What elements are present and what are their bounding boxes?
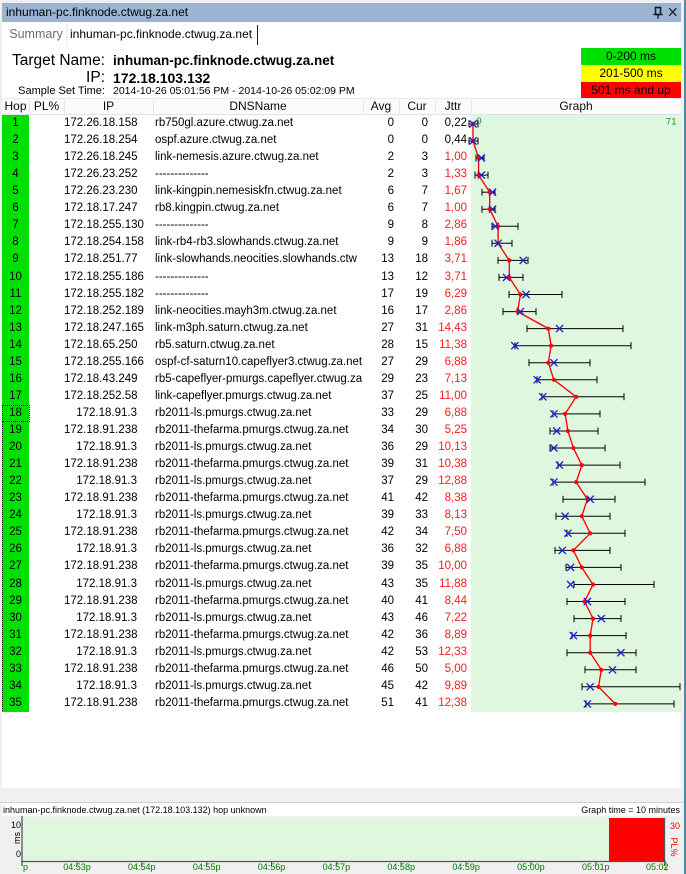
svg-text:10: 10 <box>11 820 21 830</box>
svg-text:04:56p: 04:56p <box>258 862 286 872</box>
svg-text:05:02: 05:02 <box>646 862 669 872</box>
svg-text:04:53p: 04:53p <box>63 862 91 872</box>
svg-text:04:54p: 04:54p <box>128 862 156 872</box>
svg-text:04:59p: 04:59p <box>452 862 480 872</box>
svg-text:05:01p: 05:01p <box>582 862 610 872</box>
svg-text:04:58p: 04:58p <box>387 862 415 872</box>
svg-text:ms: ms <box>12 832 22 844</box>
svg-text:p: p <box>23 862 28 872</box>
svg-text:0: 0 <box>476 116 481 127</box>
svg-text:71: 71 <box>666 117 677 128</box>
svg-text:30: 30 <box>670 821 680 831</box>
svg-text:05:00p: 05:00p <box>517 862 545 872</box>
svg-text:04:57p: 04:57p <box>323 862 351 872</box>
svg-text:04:55p: 04:55p <box>193 862 221 872</box>
svg-text:0: 0 <box>16 849 21 859</box>
svg-text:PL%: PL% <box>669 837 679 856</box>
